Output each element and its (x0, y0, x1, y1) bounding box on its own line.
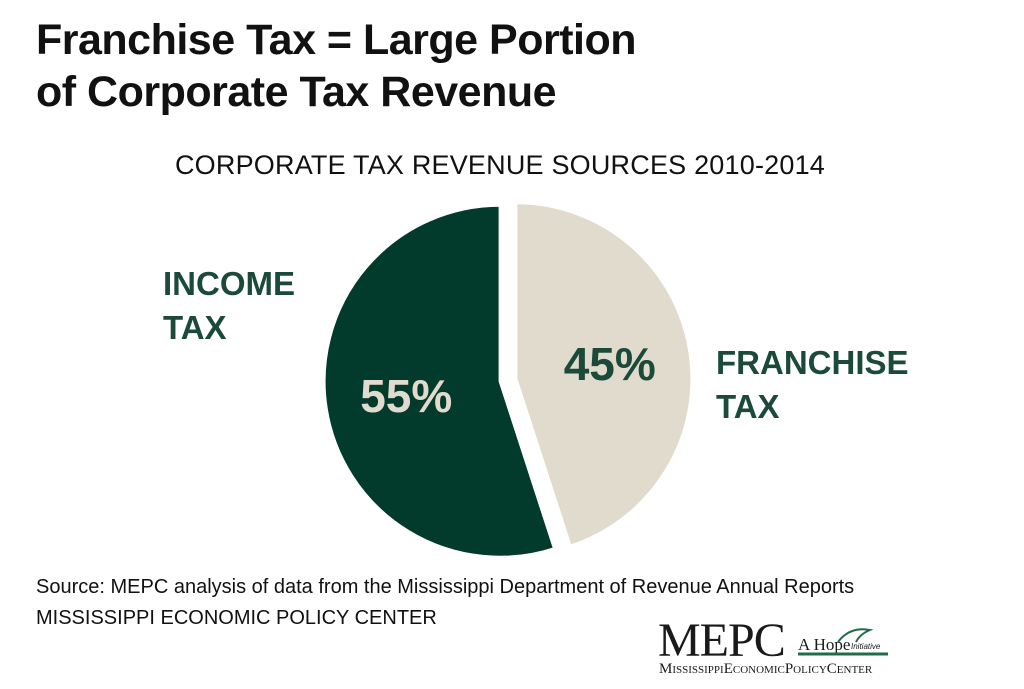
headline-line-2: of Corporate Tax Revenue (36, 68, 557, 116)
headline: Franchise Tax = Large Portion of Corpora… (36, 14, 637, 118)
income-tax-label-line-1: INCOME (163, 265, 295, 302)
franchise-tax-label: FRANCHISE TAX (716, 341, 909, 429)
chart-title: CORPORATE TAX REVENUE SOURCES 2010-2014 (174, 150, 825, 180)
bird-icon (837, 628, 874, 643)
headline-line-1: Franchise Tax = Large Portion (36, 16, 637, 64)
pie-value-labels: 55% 45% (360, 338, 656, 422)
income-tax-label: INCOME TAX (163, 262, 295, 350)
logo-name-part: OLICY (793, 664, 827, 676)
logo-name-part: C (827, 661, 837, 677)
logo-tagline: A Hope (798, 635, 850, 654)
pie-slice-franchise-tax (514, 201, 694, 549)
pie-value-label-income-tax: 55% (360, 370, 452, 422)
franchise-tax-label-line-1: FRANCHISE (716, 344, 909, 381)
pie-value-label-franchise-tax: 45% (564, 338, 656, 390)
organization-name: MISSISSIPPI ECONOMIC POLICY CENTER (36, 607, 437, 629)
logo-name-part: M (659, 661, 672, 677)
pie-slice-income-tax (322, 203, 557, 559)
logo-tagline-small: Initiative (851, 642, 881, 651)
logo-name-part: ENTER (837, 664, 873, 676)
franchise-tax-label-line-2: TAX (716, 388, 780, 425)
income-tax-label-line-2: TAX (163, 309, 227, 346)
mepc-logo: MEPC A Hope Initiative MISSISSIPPIECONOM… (658, 614, 888, 677)
pie-slices (322, 201, 694, 559)
logo-org-name: MISSISSIPPIECONOMICPOLICYCENTER (659, 661, 873, 677)
logo-name-part: E (724, 661, 733, 677)
source-note: Source: MEPC analysis of data from the M… (36, 576, 855, 598)
logo-mark: MEPC (658, 614, 785, 667)
logo-name-part: CONOMIC (733, 664, 785, 676)
logo-name-part: ISSISSIPPI (672, 664, 724, 676)
logo-name-part: P (785, 661, 793, 677)
